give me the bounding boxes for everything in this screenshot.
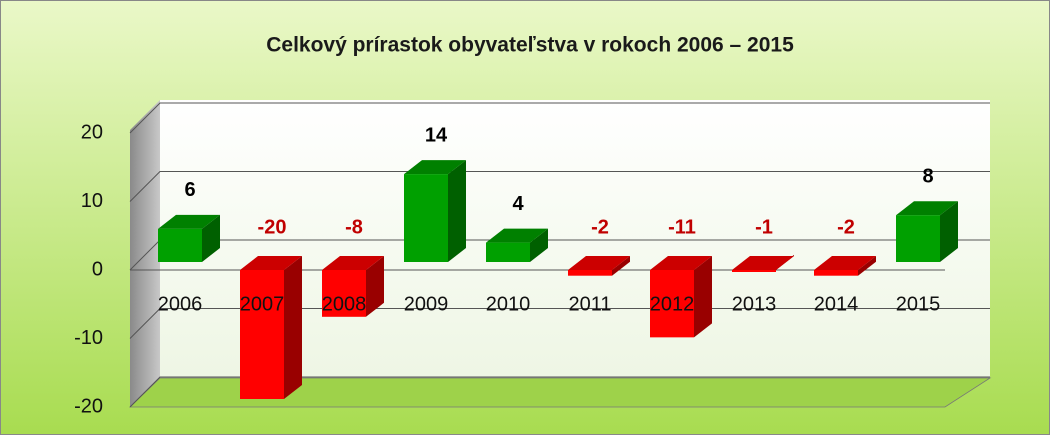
bar-top	[240, 256, 302, 270]
chart-title: Celkový prírastok obyvateľstva v rokoch …	[266, 34, 794, 57]
bar-side	[694, 256, 712, 338]
y-tick-label: -10	[74, 327, 103, 349]
x-tick-label: 2012	[650, 293, 695, 315]
bar-side	[448, 160, 466, 262]
grid-line	[129, 102, 990, 134]
x-tick-label: 2010	[486, 293, 531, 315]
x-tick-label: 2008	[322, 293, 367, 315]
bar-top	[896, 201, 958, 216]
bar	[240, 270, 284, 399]
x-tick-label: 2014	[814, 293, 859, 315]
bar-top	[322, 256, 384, 270]
y-tick-label: -20	[74, 395, 103, 417]
bar-side	[202, 214, 220, 262]
bar	[814, 270, 858, 276]
y-tick-label: 10	[81, 190, 103, 212]
side-wall	[130, 100, 160, 407]
bar-side	[940, 201, 958, 262]
grid-line	[129, 171, 990, 202]
y-tick-label: 20	[81, 121, 103, 143]
x-tick-label: 2009	[404, 293, 449, 315]
bar-side	[612, 256, 630, 276]
value-label: -20	[258, 216, 287, 238]
bar	[322, 270, 366, 317]
bar	[158, 228, 202, 262]
bar-side	[530, 228, 548, 262]
grid-line	[129, 376, 990, 408]
x-tick-label: 2015	[896, 293, 941, 315]
y-tick-label: 0	[92, 258, 103, 280]
value-label: -2	[591, 216, 609, 238]
bar	[486, 242, 530, 262]
bar	[650, 270, 694, 338]
bar	[404, 174, 448, 262]
value-label: -11	[668, 216, 696, 238]
x-tick-label: 2007	[240, 293, 285, 315]
bar-top	[568, 256, 630, 270]
bar-top	[158, 214, 220, 229]
bar	[896, 215, 940, 262]
value-label: 8	[922, 165, 933, 187]
value-label: 14	[425, 124, 448, 146]
value-label: -1	[755, 216, 773, 238]
bar-top	[732, 256, 794, 270]
bar-top	[404, 160, 466, 175]
grid-line	[129, 308, 990, 339]
x-tick-label: 2011	[568, 293, 611, 315]
bar	[568, 270, 612, 276]
x-tick-label: 2006	[158, 293, 203, 315]
bar-side	[366, 256, 384, 317]
value-label: -2	[837, 216, 855, 238]
value-label: 4	[512, 193, 524, 215]
bar-top	[814, 256, 876, 270]
value-label: -8	[345, 216, 363, 238]
bar-side	[858, 256, 876, 276]
bar-side	[284, 256, 302, 399]
bar-top	[486, 228, 548, 243]
bar	[732, 270, 776, 272]
x-tick-label: 2013	[732, 293, 777, 315]
bar-top	[650, 256, 712, 270]
value-label: 6	[184, 179, 195, 201]
